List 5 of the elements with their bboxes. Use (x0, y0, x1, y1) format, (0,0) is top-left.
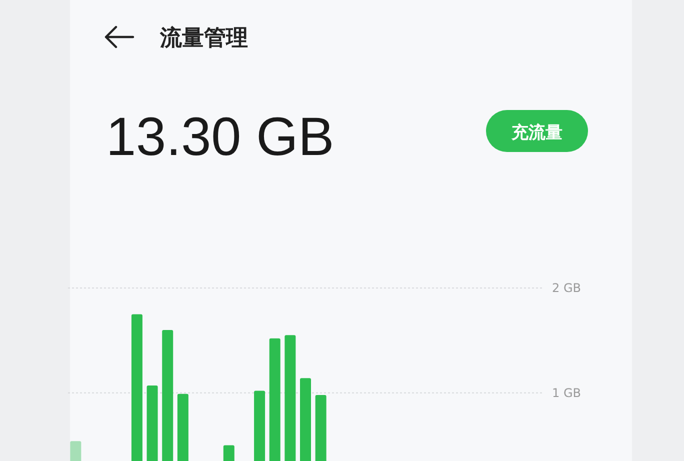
y-tick-label: 1 GB (552, 386, 581, 400)
chart-subtitle: 13.30 GB (106, 107, 334, 167)
y-tick-label: 2 GB (552, 281, 581, 295)
chart-title: 流量管理 (159, 25, 248, 51)
button: 充流量 (486, 110, 588, 152)
